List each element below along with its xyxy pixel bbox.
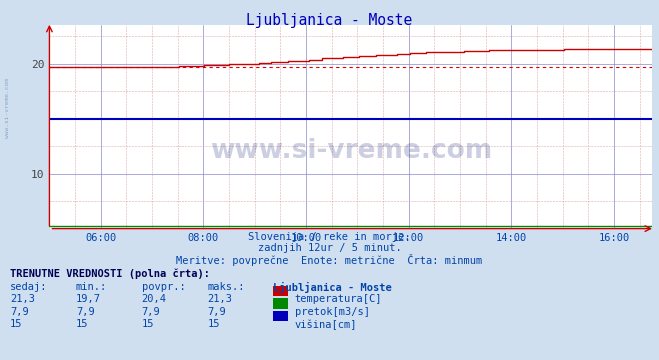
Text: sedaj:: sedaj: — [10, 282, 47, 292]
Text: 7,9: 7,9 — [142, 307, 160, 317]
Text: 21,3: 21,3 — [10, 294, 35, 304]
Text: višina[cm]: višina[cm] — [295, 319, 357, 330]
Text: www.si-vreme.com: www.si-vreme.com — [210, 138, 492, 164]
Text: Ljubljanica - Moste: Ljubljanica - Moste — [246, 13, 413, 28]
Text: zadnjih 12ur / 5 minut.: zadnjih 12ur / 5 minut. — [258, 243, 401, 253]
Text: 15: 15 — [76, 319, 88, 329]
Text: pretok[m3/s]: pretok[m3/s] — [295, 307, 370, 317]
Text: 15: 15 — [142, 319, 154, 329]
Text: temperatura[C]: temperatura[C] — [295, 294, 382, 304]
Text: 20,4: 20,4 — [142, 294, 167, 304]
Text: 19,7: 19,7 — [76, 294, 101, 304]
Text: 15: 15 — [208, 319, 220, 329]
Text: Ljubljanica - Moste: Ljubljanica - Moste — [273, 282, 392, 293]
Text: min.:: min.: — [76, 282, 107, 292]
Text: TRENUTNE VREDNOSTI (polna črta):: TRENUTNE VREDNOSTI (polna črta): — [10, 268, 210, 279]
Text: www.si-vreme.com: www.si-vreme.com — [5, 78, 11, 138]
Text: 15: 15 — [10, 319, 22, 329]
Text: maks.:: maks.: — [208, 282, 245, 292]
Text: 21,3: 21,3 — [208, 294, 233, 304]
Text: 7,9: 7,9 — [10, 307, 28, 317]
Text: 7,9: 7,9 — [208, 307, 226, 317]
Text: 7,9: 7,9 — [76, 307, 94, 317]
Text: povpr.:: povpr.: — [142, 282, 185, 292]
Text: Meritve: povprečne  Enote: metrične  Črta: minmum: Meritve: povprečne Enote: metrične Črta:… — [177, 254, 482, 266]
Text: Slovenija / reke in morje.: Slovenija / reke in morje. — [248, 232, 411, 242]
